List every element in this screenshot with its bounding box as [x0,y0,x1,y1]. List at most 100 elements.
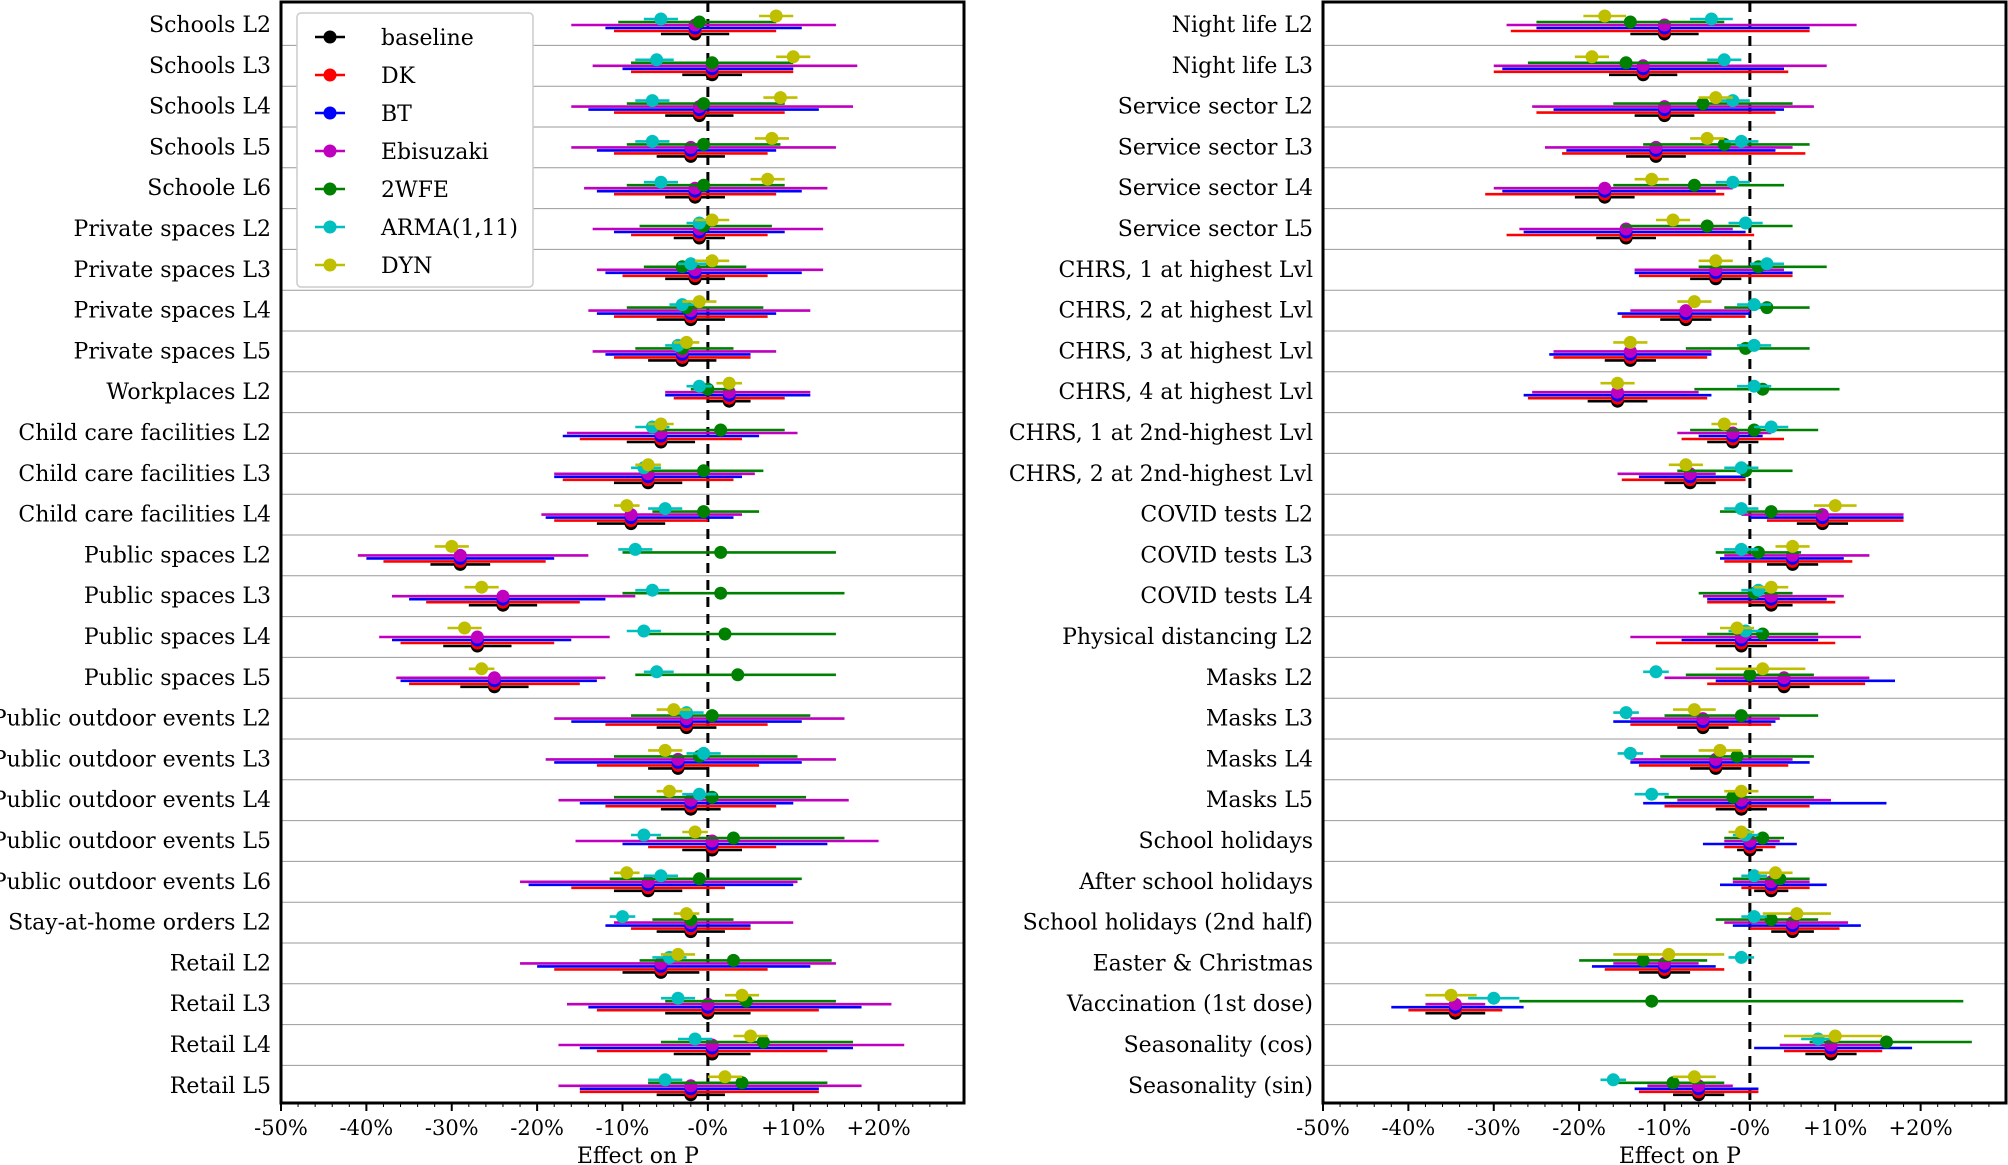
point-estimate [1743,668,1757,682]
point-estimate [658,743,672,757]
point-estimate [1879,1035,1893,1049]
legend-entry: ARMA(1,11) [315,216,518,241]
category-label: CHRS, 3 at highest Lvl [1059,339,1313,364]
point-estimate [697,97,711,111]
category-label: Public outdoor events L4 [0,788,271,813]
category-label: School holidays [1139,829,1314,854]
legend-label: DYN [381,254,432,279]
category-label: COVID tests L3 [1140,543,1313,568]
point-estimate [1734,784,1748,798]
point-estimate [773,91,787,105]
point-estimate [445,539,459,553]
point-estimate [1747,338,1761,352]
point-estimate [675,298,689,312]
category-label: Schoole L6 [147,176,271,201]
x-tick-label: -40% [1381,1116,1435,1140]
point-estimate [1764,420,1778,434]
point-estimate [658,1073,672,1087]
point-estimate [1636,953,1650,967]
point-estimate [1645,994,1659,1008]
legend-label: DK [381,64,416,89]
point-estimate [705,790,719,804]
point-estimate [496,589,510,603]
point-estimate [1658,18,1671,32]
category-label: Easter & Christmas [1093,951,1313,976]
point-estimate [453,548,467,562]
point-estimate [692,216,706,230]
point-estimate [714,586,728,600]
x-tick-label: -20% [510,1116,564,1140]
x-tick-label: +10% [1803,1116,1867,1140]
point-estimate [620,499,634,513]
category-label: CHRS, 1 at 2nd-highest Lvl [1009,421,1313,446]
point-estimate [1756,662,1770,676]
point-estimate [1734,461,1748,475]
point-estimate [1756,831,1770,845]
legend-entry: DK [315,64,416,89]
x-tick-label: -50% [254,1116,308,1140]
point-estimate [1687,295,1701,309]
point-estimate [1717,417,1731,431]
x-tick-label: +20% [846,1116,910,1140]
point-estimate [1717,137,1731,151]
point-estimate [692,295,706,309]
category-label: Schools L5 [149,135,271,160]
point-estimate [1713,743,1727,757]
series-dyn [434,9,811,1084]
point-estimate [705,213,719,227]
category-label: Child care facilities L2 [18,421,271,446]
series-dk [383,24,828,1099]
category-label: Private spaces L4 [74,299,271,324]
point-estimate [1636,59,1650,73]
point-estimate [1619,222,1633,236]
category-label: Schools L4 [149,95,271,120]
category-label: Schools L3 [149,54,271,79]
legend-entry: DYN [315,254,432,279]
point-estimate [1645,172,1659,186]
point-estimate [1764,913,1778,927]
point-estimate [620,866,634,880]
point-estimate [654,417,668,431]
legend-entry: BT [315,102,412,127]
point-estimate [756,1035,770,1049]
point-estimate [765,131,779,145]
category-label: Retail L3 [170,992,271,1017]
point-estimate [671,947,685,961]
x-axis-label: Effect on P [577,1144,699,1165]
point-estimate [735,1076,749,1090]
point-estimate [726,953,740,967]
point-estimate [1760,301,1774,315]
point-estimate [705,709,719,723]
point-estimate [722,376,736,390]
x-tick-label: -10% [1638,1116,1692,1140]
point-estimate [645,583,659,597]
point-estimate [1730,749,1744,763]
point-estimate [1747,869,1761,883]
category-label: Public outdoor events L6 [0,870,271,895]
point-estimate [718,1070,732,1084]
category-label: Private spaces L3 [74,258,271,283]
category-label: Masks L4 [1206,747,1313,772]
point-estimate [1734,825,1748,839]
point-estimate [487,671,501,685]
category-label: Schools L2 [149,13,271,38]
point-estimate [714,545,728,559]
legend: baseline DK BT Ebisuzaki 2WFE ARMA(1,11) DYN [296,12,534,288]
point-estimate [654,12,668,26]
point-estimate [1734,134,1748,148]
point-estimate [684,1079,698,1093]
category-label: Public spaces L3 [84,584,271,609]
point-estimate [1585,50,1599,64]
legend-entry: baseline [315,26,474,51]
x-axis-label: Effect on P [1619,1144,1741,1165]
point-estimate [1662,947,1676,961]
category-label: School holidays (2nd half) [1023,911,1313,936]
category-label: CHRS, 4 at highest Lvl [1059,380,1313,405]
x-tick-label: +20% [1888,1116,1952,1140]
point-estimate [458,621,472,635]
legend-swatch-marker [323,106,337,120]
point-estimate [637,828,651,842]
category-label: Public spaces L4 [84,625,271,650]
x-tick-label: -30% [1467,1116,1521,1140]
legend-entry: 2WFE [315,178,449,203]
